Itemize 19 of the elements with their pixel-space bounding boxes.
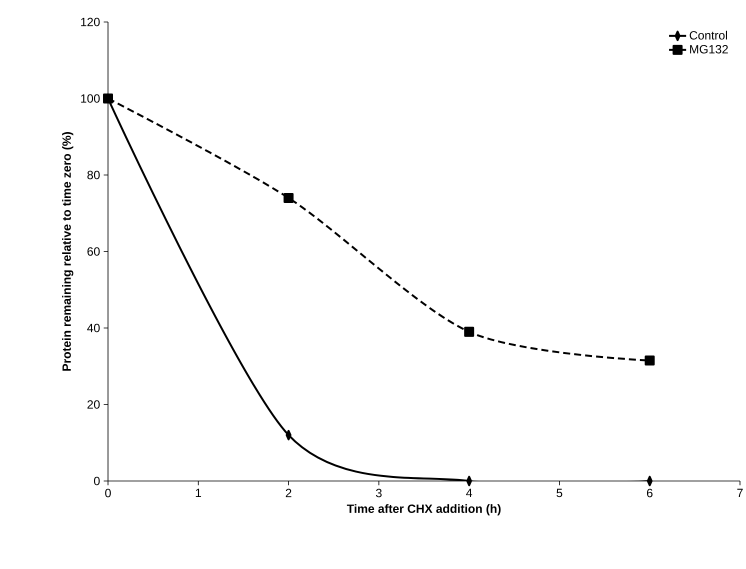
y-tick-label: 80 [87,170,100,180]
x-axis-title: Time after CHX addition (h) [346,504,501,516]
y-tick-label: 0 [94,476,100,486]
x-tick-label: 6 [646,488,653,498]
x-tick-label: 4 [466,488,472,498]
x-tick-label: 0 [105,488,111,498]
x-tick-label: 5 [556,488,562,498]
x-tick-label: 3 [376,488,382,498]
legend-label: MG132 [690,44,728,54]
x-tick-label: 2 [286,488,292,498]
y-tick-label: 60 [87,247,100,256]
y-axis-title: Protein remaining relative to time zero (%) [62,132,74,371]
x-tick-label: 7 [737,488,743,498]
y-tick-label: 40 [87,324,100,332]
x-tick-label: 1 [196,488,202,498]
y-tick-label: 20 [87,400,100,409]
legend-label: Control [690,30,728,40]
y-tick-label: 100 [81,94,100,103]
y-tick-label: 120 [81,18,100,26]
